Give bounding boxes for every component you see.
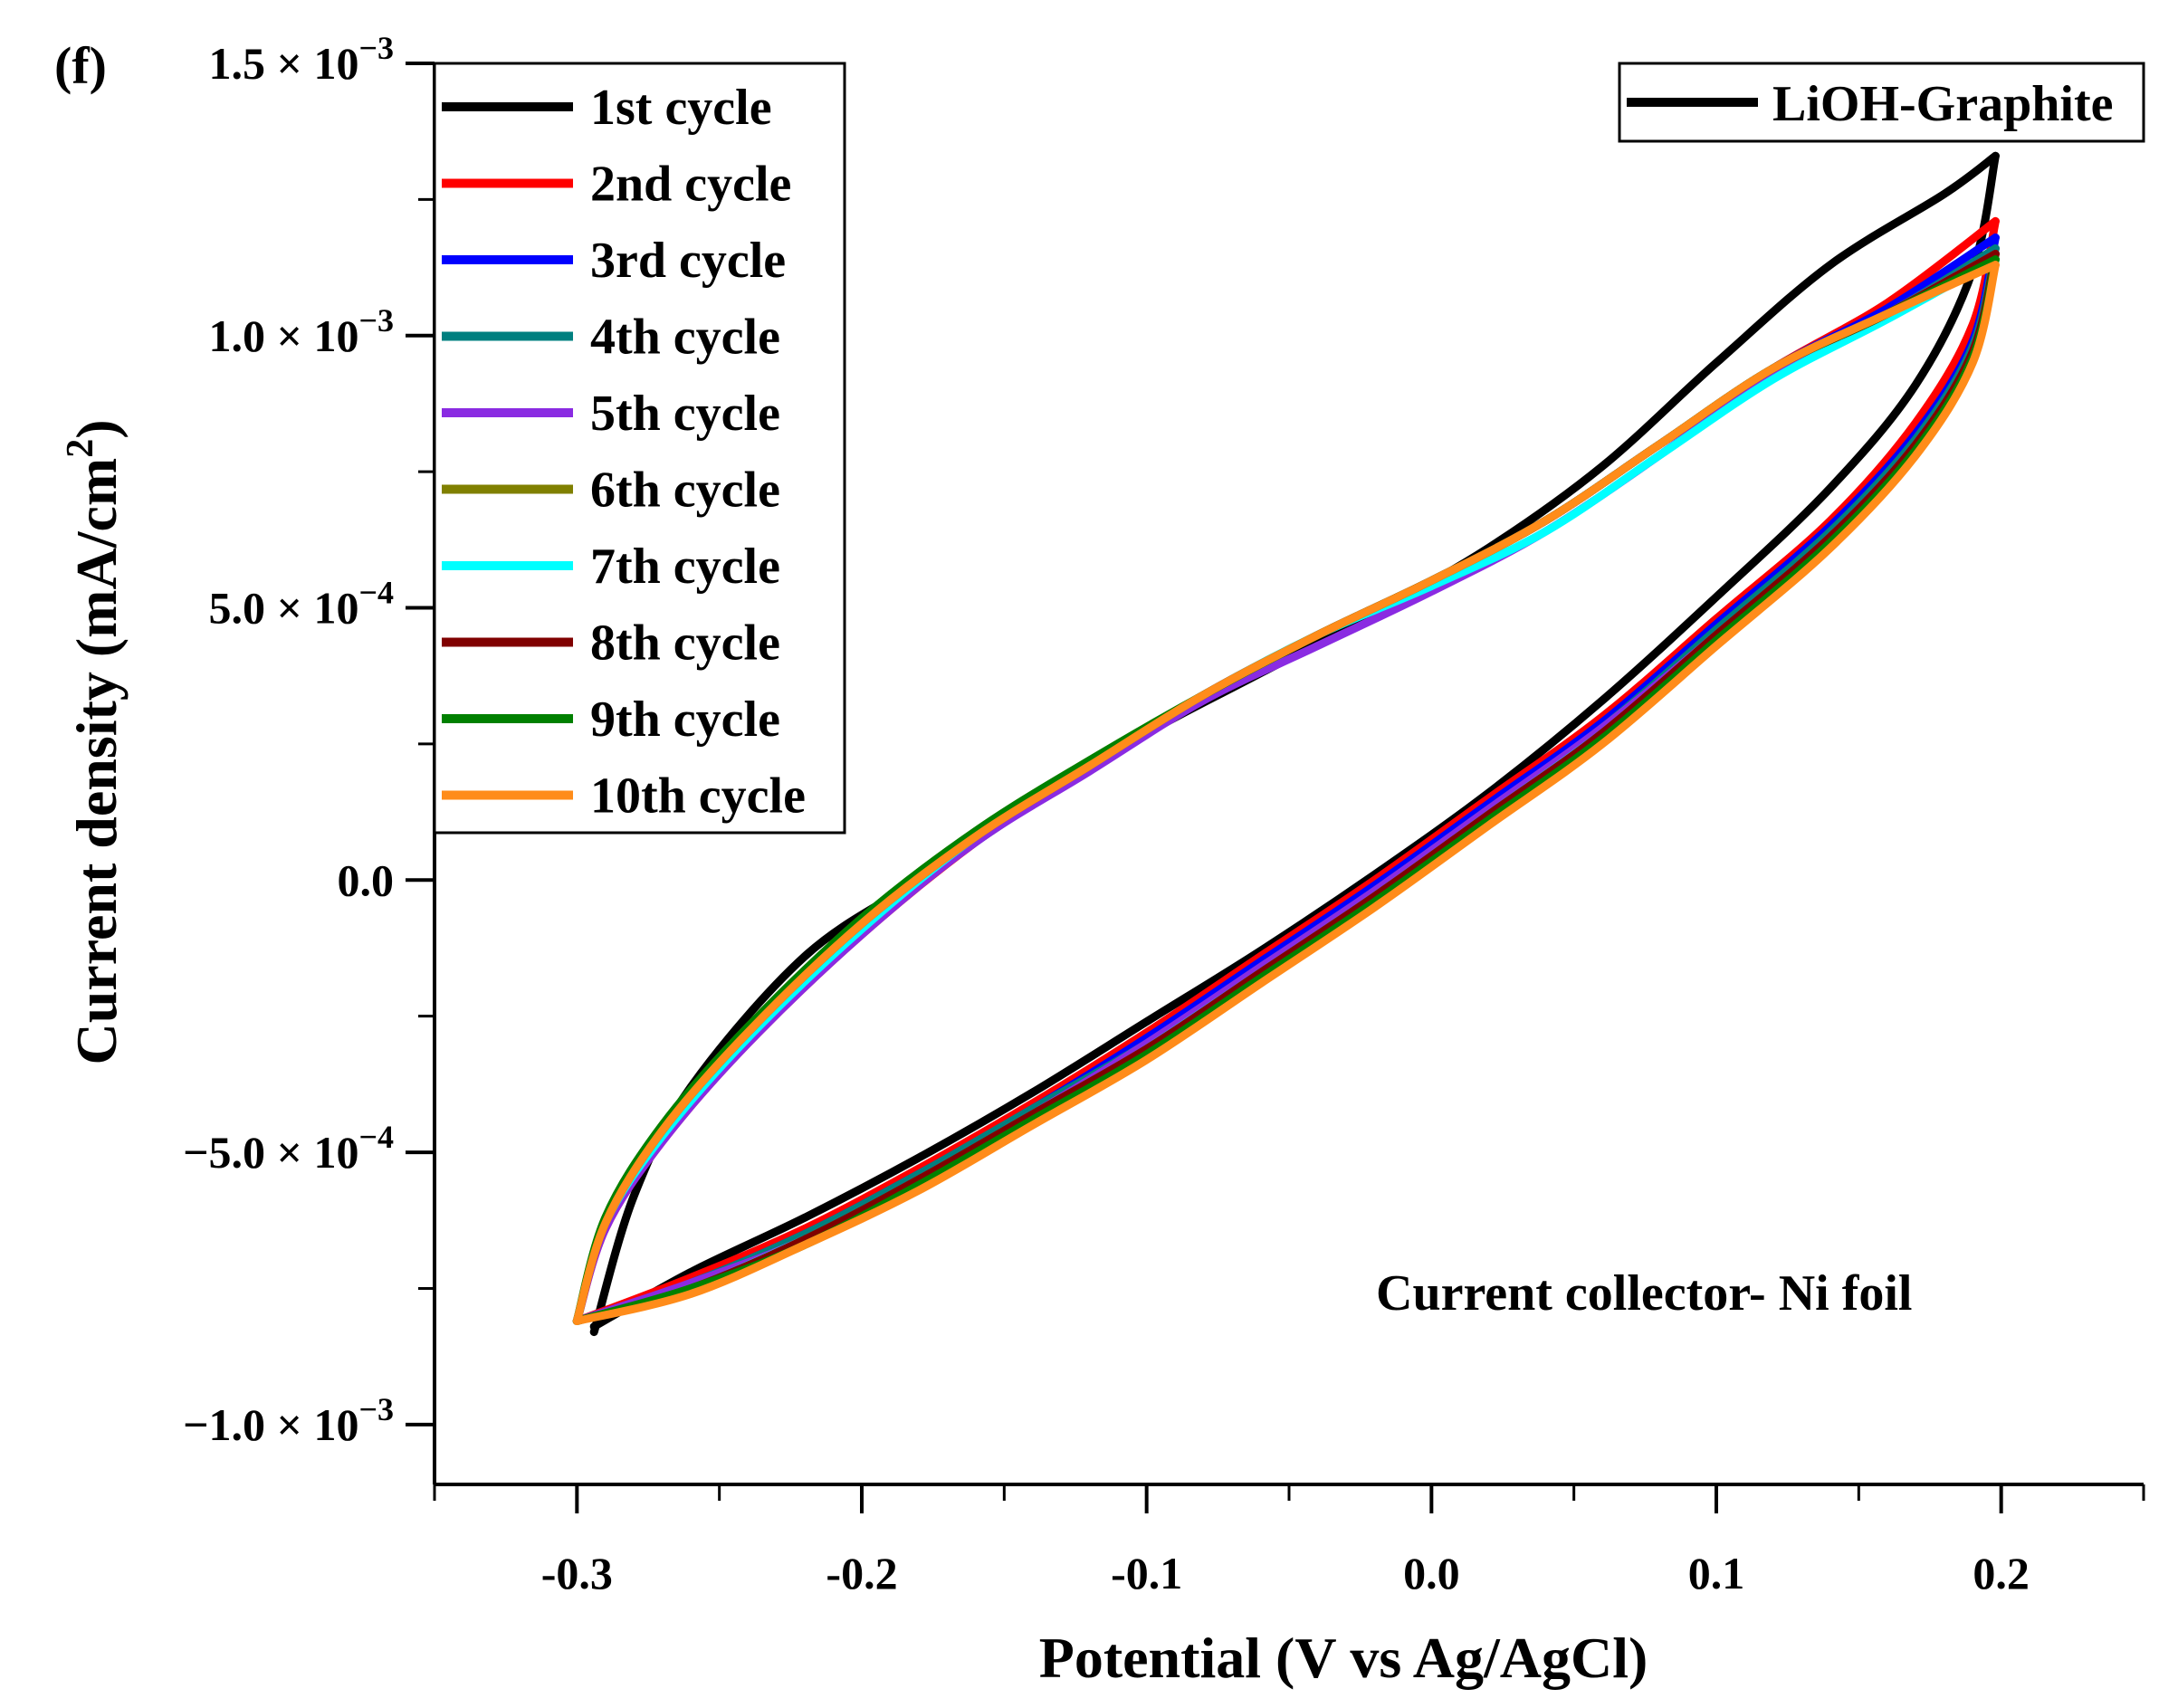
annotation-current-collector: Current collector- Ni foil xyxy=(1376,1265,1912,1322)
legend-label-3: 3rd cycle xyxy=(590,233,786,289)
legend-sample-label: LiOH-Graphite xyxy=(1772,76,2113,132)
x-axis-title: Potential (V vs Ag/AgCl) xyxy=(1039,1626,1648,1690)
legend-label-10: 10th cycle xyxy=(590,768,806,825)
y-tick-label: −1.0 × 10−3 xyxy=(183,1391,394,1450)
series-line-10-anodic xyxy=(572,261,2000,1325)
y-tick-label: 1.5 × 10−3 xyxy=(208,30,394,89)
legend-label-4: 4th cycle xyxy=(590,310,780,366)
x-tick-label: -0.2 xyxy=(826,1548,897,1598)
legend-label-6: 6th cycle xyxy=(590,463,780,519)
panel-label: (f) xyxy=(54,36,107,95)
legend-sample: LiOH-Graphite xyxy=(1618,62,2145,143)
legend-cycles-box xyxy=(433,62,846,835)
series-line-10-cathodic xyxy=(572,261,2000,1325)
legend-label-1: 1st cycle xyxy=(590,80,772,136)
y-tick-label: 0.0 xyxy=(338,854,395,905)
series-line-2-cathodic xyxy=(572,216,2000,1325)
y-tick-label: 5.0 × 10−4 xyxy=(208,575,394,634)
y-axis-title: Current density (mA/cm2) xyxy=(60,419,129,1064)
legend-label-8: 8th cycle xyxy=(590,615,780,672)
legend-label-2: 2nd cycle xyxy=(590,157,791,213)
x-tick-label: -0.1 xyxy=(1111,1548,1182,1598)
series-line-1-cathodic xyxy=(589,151,2000,1331)
x-tick-label: 0.2 xyxy=(1973,1548,2030,1598)
x-tick-label: 0.1 xyxy=(1688,1548,1745,1598)
y-tick-label: 1.0 × 10−3 xyxy=(208,302,394,361)
x-tick-label: 0.0 xyxy=(1403,1548,1460,1598)
series-layer xyxy=(572,151,2000,1337)
legend-label-5: 5th cycle xyxy=(590,386,780,442)
y-tick-label: −5.0 × 10−4 xyxy=(183,1119,394,1178)
x-tick-label: -0.3 xyxy=(541,1548,613,1598)
legend-cycles: 1st cycle 2nd cycle 3rd cycle 4th cycle 5th … xyxy=(433,62,846,835)
legend-label-9: 9th cycle xyxy=(590,692,780,748)
legend-label-7: 7th cycle xyxy=(590,539,780,595)
label-layer: -0.3 -0.2 -0.1 0.0 0.1 0.2 1.5 × 10−3 1.0 × 10−… xyxy=(54,30,2145,1690)
